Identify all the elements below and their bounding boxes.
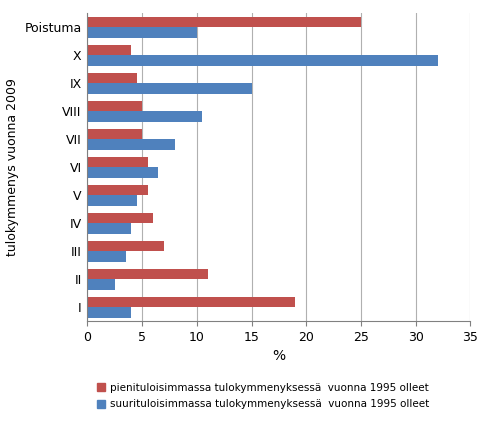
Bar: [87, 139, 175, 150]
Bar: [87, 111, 202, 122]
Bar: [87, 307, 131, 318]
Bar: [87, 279, 114, 290]
Bar: [87, 241, 164, 251]
Bar: [87, 17, 360, 27]
Bar: [87, 55, 437, 66]
Legend: pienituloisimmassa tulokymmenyksessä  vuonna 1995 olleet, suurituloisimmassa tul: pienituloisimmassa tulokymmenyksessä vuo…: [92, 379, 433, 413]
Bar: [87, 297, 295, 307]
X-axis label: %: %: [272, 349, 285, 363]
Bar: [87, 213, 152, 223]
Bar: [87, 167, 158, 178]
Bar: [87, 27, 197, 38]
Bar: [87, 101, 142, 111]
Bar: [87, 73, 136, 83]
Bar: [87, 195, 136, 206]
Bar: [87, 128, 142, 139]
Bar: [87, 268, 207, 279]
Bar: [87, 184, 147, 195]
Bar: [87, 44, 131, 55]
Bar: [87, 251, 125, 262]
Bar: [87, 157, 147, 167]
Y-axis label: tulokymmenys vuonna 2009: tulokymmenys vuonna 2009: [6, 78, 19, 256]
Bar: [87, 83, 251, 94]
Bar: [87, 223, 131, 234]
